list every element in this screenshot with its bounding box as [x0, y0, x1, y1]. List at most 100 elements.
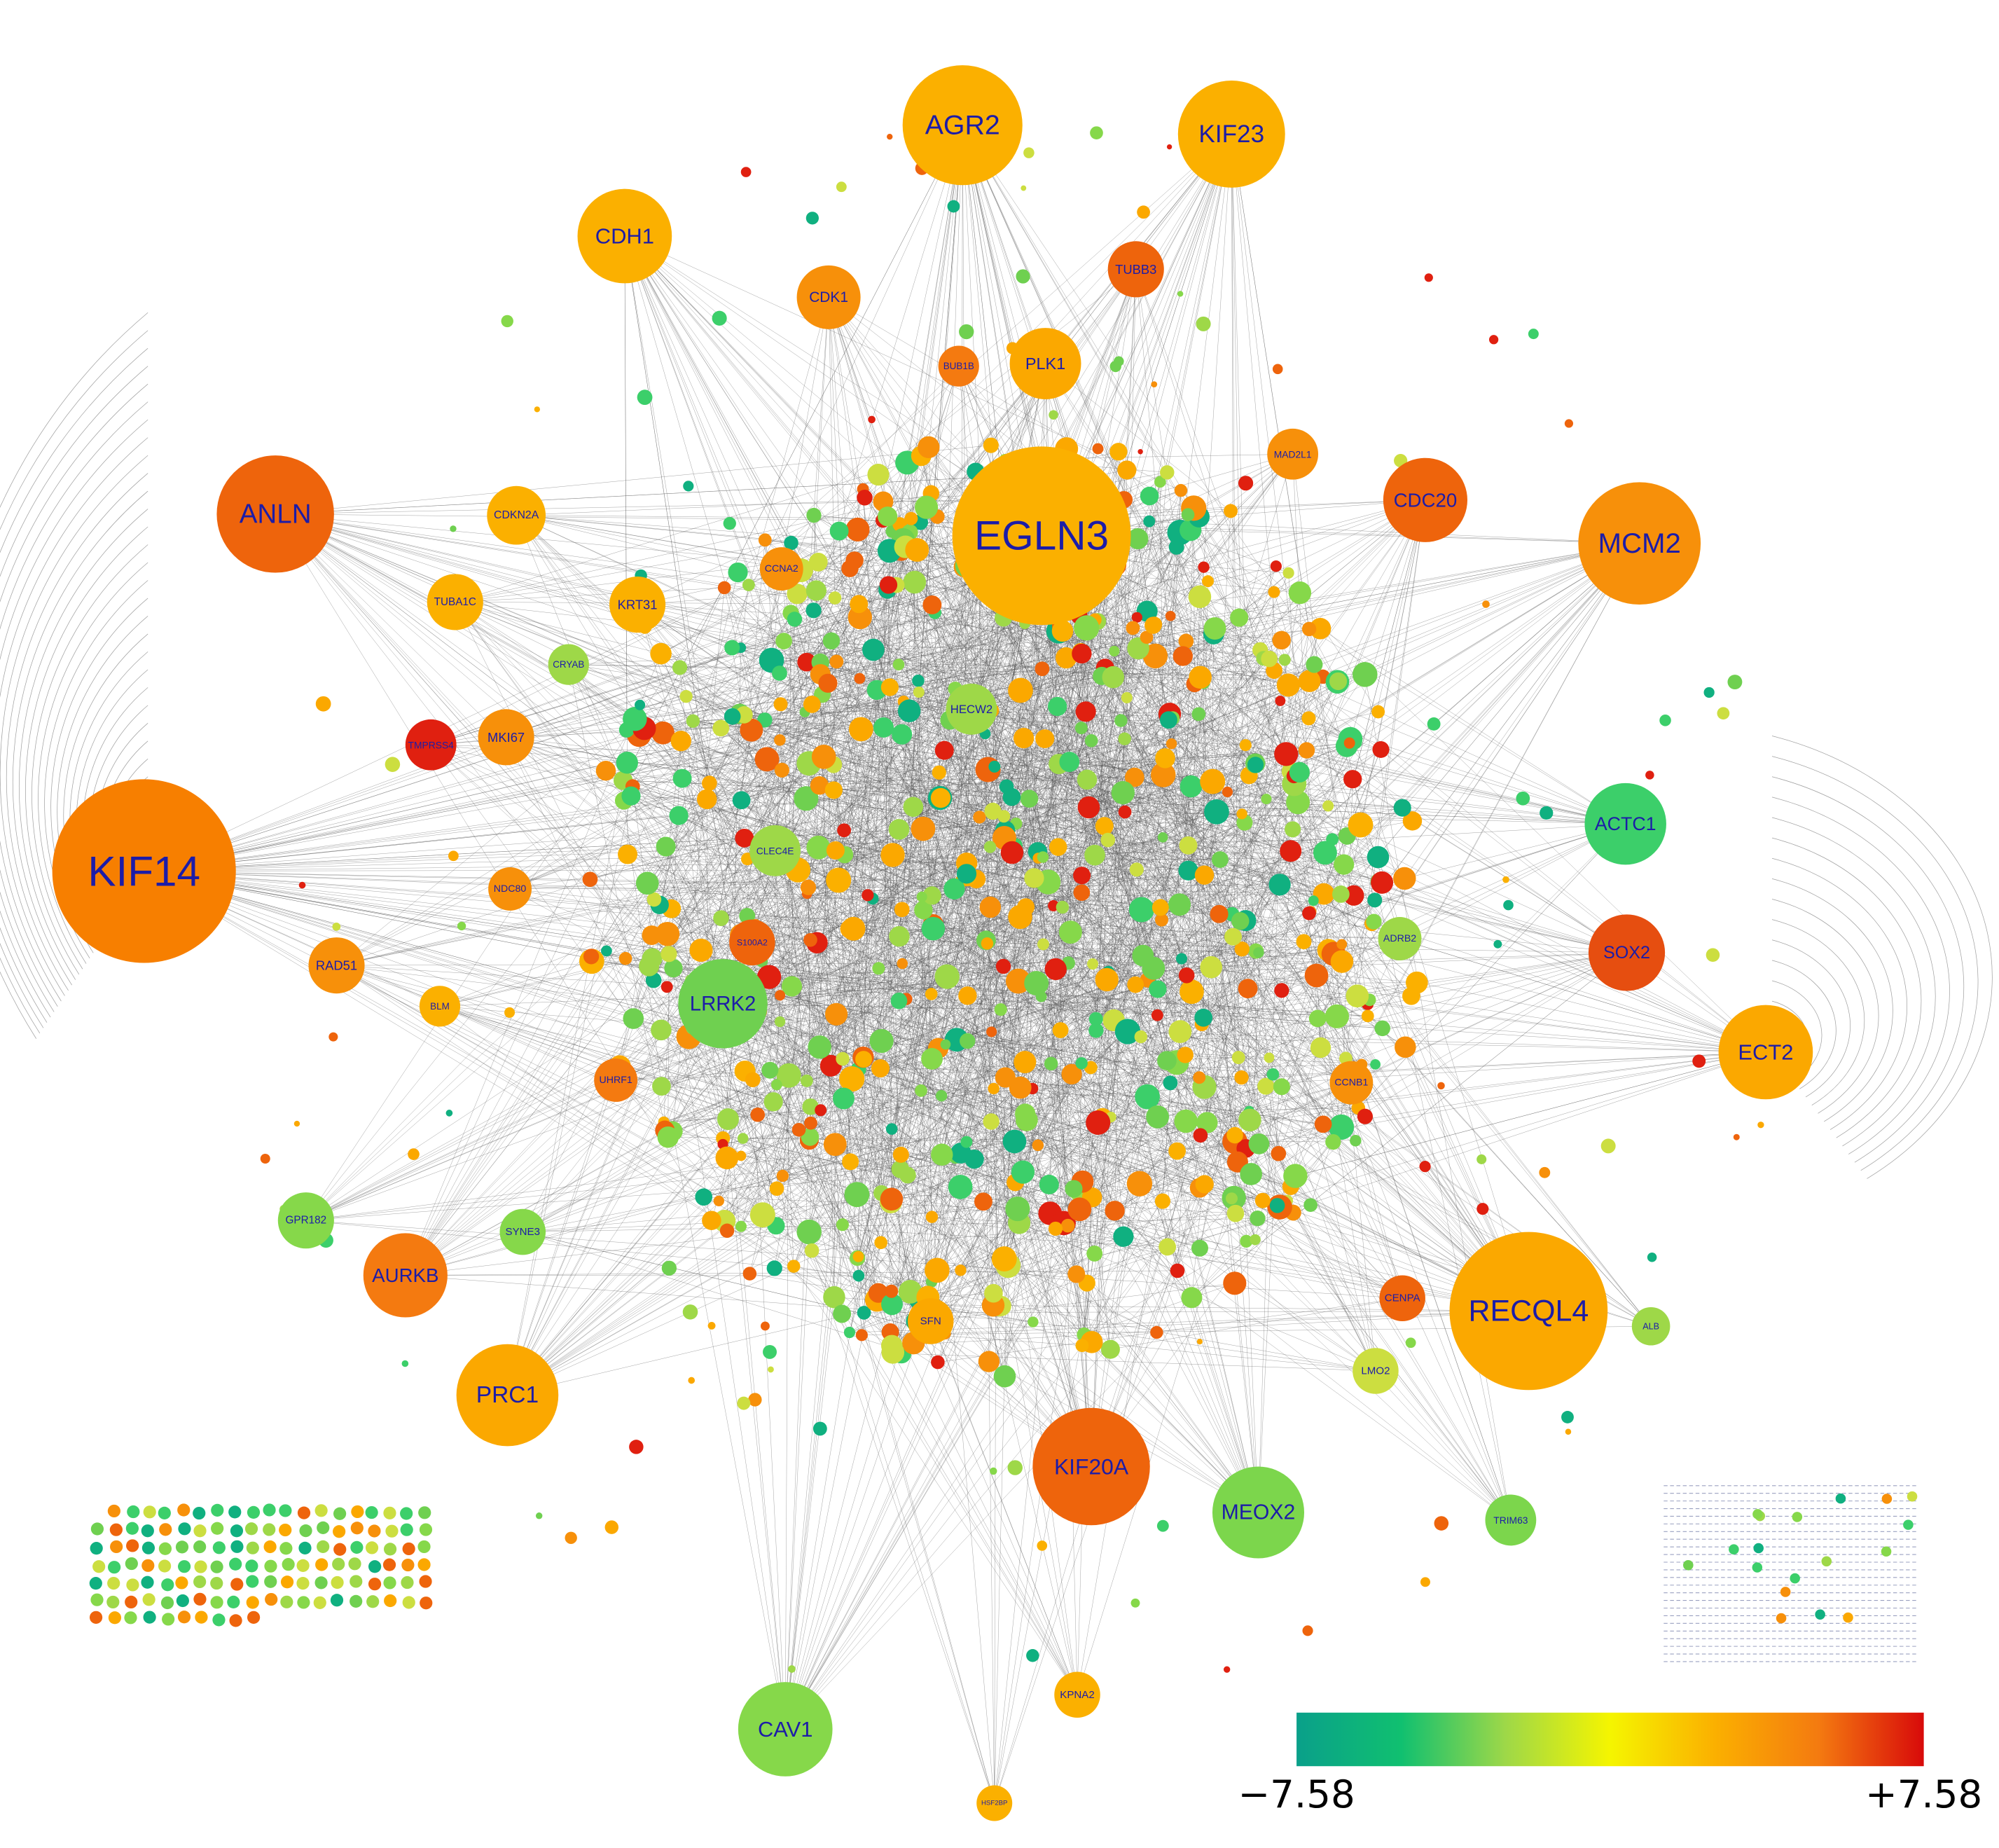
- small-node: [724, 708, 741, 725]
- small-node: [1325, 1133, 1341, 1150]
- small-node: [1151, 899, 1169, 916]
- inset-node: [159, 1523, 172, 1536]
- inset-node: [158, 1559, 172, 1573]
- small-node: [1102, 666, 1125, 689]
- small-node: [616, 752, 638, 774]
- small-node: [601, 945, 612, 957]
- small-node: [1052, 1022, 1069, 1038]
- inset-node: [125, 1557, 138, 1571]
- small-node: [728, 562, 748, 583]
- gene-label: AGR2: [925, 110, 1000, 141]
- small-node: [1309, 618, 1331, 640]
- small-node: [1488, 335, 1499, 345]
- inset-node: [1683, 1560, 1694, 1571]
- small-node: [1015, 1103, 1036, 1124]
- inset-node: [280, 1575, 294, 1589]
- small-node: [852, 1269, 865, 1282]
- inset-node: [299, 1524, 312, 1538]
- small-node: [1269, 1198, 1285, 1213]
- small-node: [604, 1520, 619, 1534]
- gene-node: [419, 986, 461, 1027]
- small-node: [983, 841, 997, 853]
- small-node: [1181, 1287, 1203, 1309]
- small-node: [811, 745, 836, 769]
- small-node: [1178, 860, 1198, 881]
- small-node: [1528, 329, 1539, 340]
- small-node: [1095, 967, 1119, 992]
- small-node: [869, 1028, 894, 1054]
- small-node: [810, 776, 829, 795]
- small-node: [664, 959, 683, 978]
- small-node: [913, 687, 925, 698]
- small-node: [1075, 1057, 1088, 1070]
- small-node: [618, 844, 638, 864]
- small-node: [1048, 696, 1067, 717]
- small-node: [1330, 950, 1354, 973]
- scale-min-label: −7.58: [1238, 1772, 1355, 1816]
- small-node: [1035, 661, 1050, 677]
- small-node: [1322, 800, 1334, 812]
- small-node: [823, 1133, 847, 1157]
- small-node: [915, 1084, 927, 1097]
- small-node: [689, 938, 713, 963]
- small-node: [804, 1243, 819, 1258]
- inset-node: [210, 1596, 223, 1609]
- inset-node: [368, 1560, 382, 1573]
- small-node: [1170, 1263, 1185, 1278]
- inset-node: [142, 1593, 155, 1606]
- small-node: [897, 958, 908, 970]
- small-node: [745, 1072, 761, 1088]
- small-node: [840, 919, 859, 939]
- small-node: [701, 775, 717, 791]
- gene-label: NDC80: [494, 883, 527, 895]
- inset-node: [298, 1541, 312, 1554]
- small-node: [887, 133, 893, 140]
- small-node: [1231, 912, 1250, 930]
- small-node: [1113, 1226, 1134, 1247]
- gene-label: PRC1: [476, 1382, 539, 1408]
- small-node: [1159, 711, 1177, 729]
- small-node: [740, 718, 763, 742]
- inset-node: [1881, 1494, 1893, 1504]
- small-node: [1310, 1037, 1331, 1059]
- small-node: [1151, 1009, 1163, 1021]
- gene-label: MCM2: [1598, 527, 1681, 559]
- small-node: [1044, 958, 1067, 981]
- small-node: [501, 315, 513, 328]
- small-node: [892, 658, 905, 671]
- gene-node: [796, 265, 861, 329]
- small-node: [960, 1033, 976, 1049]
- small-node: [1296, 934, 1312, 950]
- inset-node: [419, 1575, 432, 1588]
- gene-label: KIF20A: [1054, 1454, 1129, 1479]
- inset-node: [401, 1558, 415, 1572]
- small-node: [788, 1665, 796, 1673]
- small-node: [651, 1019, 672, 1041]
- inset-node: [331, 1575, 344, 1590]
- inset-node: [176, 1594, 189, 1608]
- inset-node: [314, 1504, 328, 1517]
- gene-node: [216, 455, 334, 573]
- small-node: [702, 1211, 721, 1230]
- inset-node: [263, 1523, 276, 1536]
- gene-node: [1267, 428, 1319, 480]
- inset-node: [230, 1540, 244, 1553]
- small-node: [1253, 947, 1264, 958]
- gene-label: ALB: [1642, 1321, 1659, 1331]
- small-node: [1024, 971, 1049, 995]
- small-node: [1075, 701, 1096, 722]
- small-node: [1366, 913, 1382, 930]
- inset-node: [1752, 1509, 1763, 1519]
- gene-label: TUBB3: [1115, 262, 1156, 277]
- small-node: [1280, 840, 1302, 862]
- small-node: [1146, 1105, 1170, 1129]
- small-node: [997, 810, 1011, 823]
- inset-node: [127, 1505, 140, 1519]
- small-node: [1061, 1063, 1082, 1084]
- small-node: [1225, 1192, 1238, 1205]
- small-node: [918, 436, 940, 459]
- labeled-nodes: KIF14 ANLN AGR2 KIF23 CDH1 EGLN3 MCM2 CDC20 ACTC…: [52, 65, 1813, 1821]
- gene-label: ACTC1: [1595, 813, 1656, 834]
- small-node: [1118, 732, 1131, 745]
- inset-node: [193, 1592, 207, 1606]
